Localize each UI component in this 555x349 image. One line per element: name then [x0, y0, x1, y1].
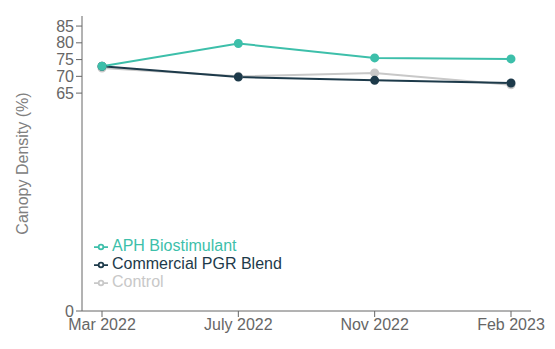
svg-text:Canopy Density (%): Canopy Density (%) [14, 92, 31, 234]
svg-text:65: 65 [56, 85, 74, 102]
svg-text:75: 75 [56, 51, 74, 68]
svg-text:July 2022: July 2022 [204, 316, 273, 333]
svg-text:80: 80 [56, 34, 74, 51]
svg-text:0: 0 [65, 303, 74, 320]
html-text:APH Biostimulant: APH Biostimulant [112, 237, 237, 254]
svg-text:70: 70 [56, 68, 74, 85]
html-text:Commercial PGR Blend: Commercial PGR Blend [112, 255, 282, 272]
svg-text:Feb 2023: Feb 2023 [477, 316, 545, 333]
svg-text:Nov 2022: Nov 2022 [340, 316, 409, 333]
html-text:Control: Control [112, 273, 164, 290]
svg-text:Mar 2022: Mar 2022 [68, 316, 136, 333]
svg-text:85: 85 [56, 18, 74, 35]
